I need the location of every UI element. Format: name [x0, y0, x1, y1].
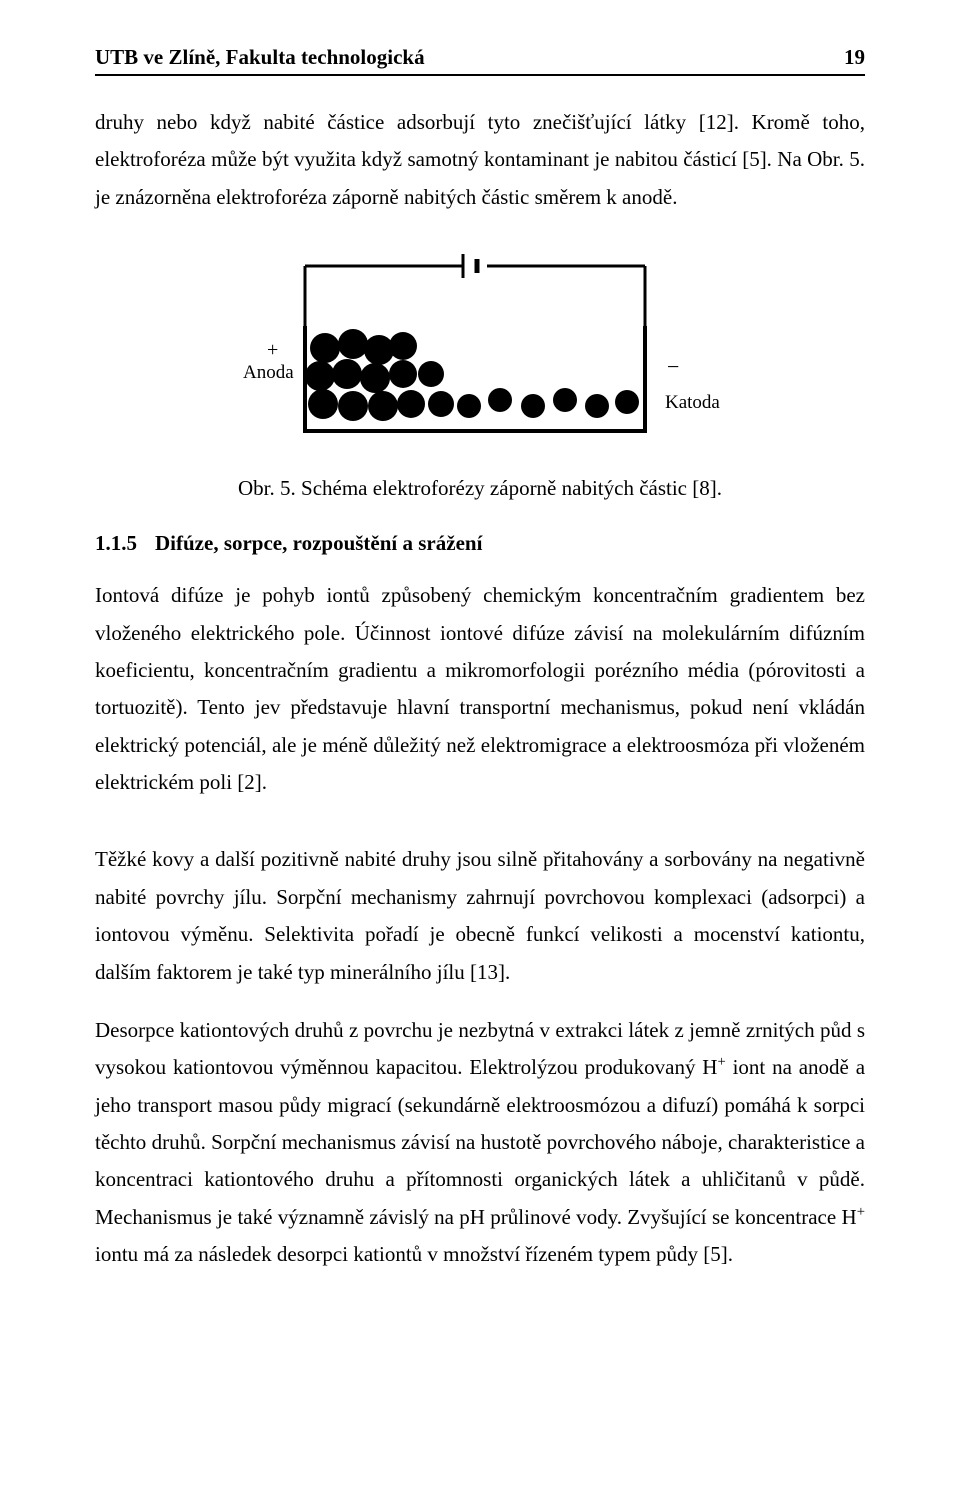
figure-caption: Obr. 5. Schéma elektroforézy záporně nab… — [95, 476, 865, 501]
para4-part-b: iont na anodě a jeho transport masou půd… — [95, 1055, 865, 1229]
particle — [308, 389, 338, 419]
section-title: Difúze, sorpce, rozpouštění a srážení — [155, 531, 482, 555]
particle — [368, 391, 398, 421]
particle — [310, 333, 340, 363]
particle — [305, 361, 335, 391]
section-number: 1.1.5 — [95, 531, 137, 555]
particle — [488, 388, 512, 412]
particle — [418, 361, 444, 387]
figure-electrophoresis: + Anoda − Katoda Obr. 5. Schéma elektrof… — [95, 246, 865, 501]
section-heading: 1.1.5 Difúze, sorpce, rozpouštění a sráže… — [95, 531, 865, 556]
particle — [428, 391, 454, 417]
electrophoresis-diagram: + Anoda − Katoda — [225, 246, 735, 446]
particle — [332, 359, 362, 389]
paragraph-sorption: Těžké kovy a další pozitivně nabité druh… — [95, 841, 865, 991]
particle — [338, 329, 368, 359]
superscript-plus-1: + — [717, 1054, 725, 1070]
cathode-label: Katoda — [665, 392, 720, 413]
particle — [338, 391, 368, 421]
particle — [585, 394, 609, 418]
superscript-plus-2: + — [857, 1204, 865, 1220]
particle — [360, 363, 390, 393]
para4-part-c: iontu má za následek desorpci kationtů v… — [95, 1242, 733, 1266]
paragraph-desorption: Desorpce kationtových druhů z povrchu je… — [95, 1012, 865, 1274]
particle — [389, 332, 417, 360]
paragraph-diffusion: Iontová difúze je pohyb iontů způsobený … — [95, 577, 865, 801]
document-page: UTB ve Zlíně, Fakulta technologická 19 d… — [0, 0, 960, 1342]
particle — [457, 394, 481, 418]
anode-sign: + — [267, 339, 278, 361]
cathode-sign: − — [667, 354, 679, 379]
particle — [389, 360, 417, 388]
particle — [397, 390, 425, 418]
anode-label: Anoda — [243, 362, 294, 383]
header-institution: UTB ve Zlíně, Fakulta technologická — [95, 45, 425, 70]
page-number: 19 — [844, 45, 865, 70]
page-header: UTB ve Zlíně, Fakulta technologická 19 — [95, 45, 865, 76]
particle — [521, 394, 545, 418]
particle — [615, 390, 639, 414]
particle — [364, 335, 394, 365]
paragraph-intro: druhy nebo když nabité částice adsorbují… — [95, 104, 865, 216]
particle — [553, 388, 577, 412]
